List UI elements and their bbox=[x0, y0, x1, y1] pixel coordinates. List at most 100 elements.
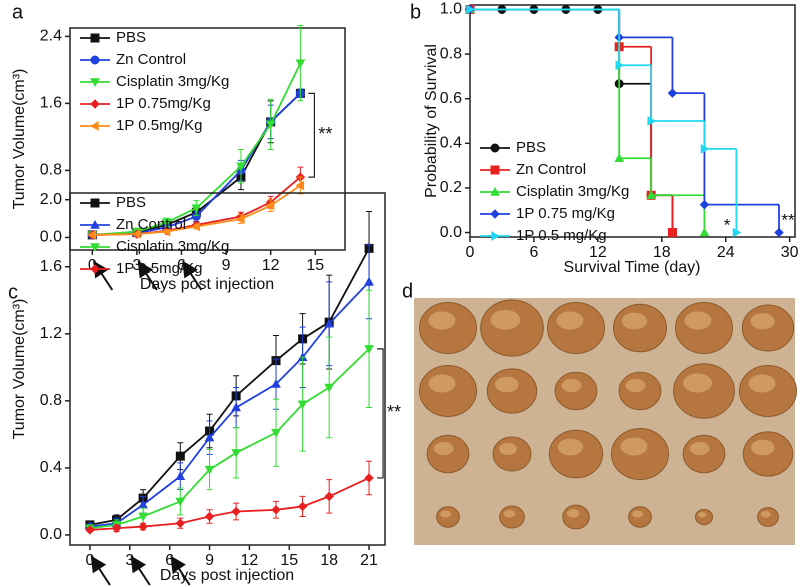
y-tick-label: 2.0 bbox=[40, 191, 62, 208]
tumor-highlight bbox=[561, 378, 582, 393]
x-axis-label: Survival Time (day) bbox=[564, 259, 701, 276]
legend-label: Cisplatin 3mg/Kg bbox=[116, 238, 229, 255]
x-tick-label: 18 bbox=[320, 552, 338, 569]
significance-label: ** bbox=[387, 402, 401, 422]
injection-arrow bbox=[170, 555, 191, 586]
tumor-highlight bbox=[748, 374, 776, 393]
significance-bracket bbox=[308, 92, 316, 178]
significance-bracket bbox=[377, 348, 384, 479]
tumor-highlight bbox=[683, 373, 712, 393]
plot-frame bbox=[469, 4, 796, 238]
y-axis-label: Probability of Survival bbox=[423, 44, 440, 198]
x-tick-label: 15 bbox=[306, 257, 324, 274]
data-point bbox=[295, 180, 305, 191]
data-point bbox=[191, 212, 201, 221]
legend-marker bbox=[491, 231, 501, 241]
tumor-highlight bbox=[760, 510, 771, 518]
significance-label: ** bbox=[781, 210, 795, 229]
injection-arrow bbox=[137, 260, 158, 291]
y-tick-label: 1.6 bbox=[40, 258, 62, 275]
data-point bbox=[614, 153, 625, 162]
legend-label: Zn Control bbox=[516, 161, 586, 178]
injection-arrow bbox=[130, 555, 151, 586]
data-point bbox=[297, 400, 308, 410]
data-point bbox=[236, 162, 246, 172]
tumor-highlight bbox=[556, 311, 584, 330]
data-point bbox=[204, 432, 215, 442]
x-tick-label: 3 bbox=[132, 257, 141, 274]
injection-arrow bbox=[182, 260, 203, 291]
y-tick-label: 0.2 bbox=[440, 179, 462, 196]
series-line bbox=[89, 247, 370, 526]
x-axis-label: Days post injection bbox=[140, 276, 274, 293]
data-point bbox=[175, 518, 186, 528]
legend-marker bbox=[490, 143, 500, 153]
data-point bbox=[175, 497, 186, 507]
x-tick-label: 3 bbox=[125, 552, 134, 569]
data-point bbox=[324, 383, 335, 393]
tumor-highlight bbox=[440, 510, 451, 518]
data-point bbox=[131, 229, 141, 239]
tumor-highlight bbox=[684, 311, 712, 330]
y-tick-label: 2.4 bbox=[40, 28, 62, 45]
tumor-highlight bbox=[566, 509, 580, 518]
x-tick-label: 30 bbox=[781, 244, 799, 261]
legend-label: PBS bbox=[516, 139, 546, 156]
panel-label: d bbox=[402, 280, 413, 302]
legend-marker bbox=[90, 264, 100, 274]
tumor-highlight bbox=[503, 509, 516, 518]
data-point bbox=[265, 120, 276, 130]
data-point bbox=[271, 379, 281, 388]
data-point bbox=[700, 144, 710, 154]
x-tick-label: 0 bbox=[88, 257, 97, 274]
data-point bbox=[364, 276, 374, 286]
tumor-highlight bbox=[495, 376, 519, 393]
series-line bbox=[89, 477, 370, 531]
tumor-highlight bbox=[689, 441, 710, 456]
significance-label: ** bbox=[318, 124, 332, 144]
data-point bbox=[667, 88, 678, 98]
data-point bbox=[324, 491, 334, 502]
x-tick-label: 24 bbox=[717, 244, 735, 261]
data-point bbox=[364, 473, 374, 483]
y-tick-label: 1.6 bbox=[40, 95, 62, 112]
legend-label: 1P 0.5 mg/Kg bbox=[516, 227, 607, 244]
injection-arrow bbox=[90, 555, 111, 586]
data-point bbox=[699, 227, 710, 237]
data-point bbox=[295, 59, 306, 69]
data-point bbox=[191, 221, 201, 232]
y-tick-label: 0.4 bbox=[40, 459, 62, 476]
y-tick-label: 0.4 bbox=[440, 135, 462, 152]
legend-marker bbox=[90, 55, 100, 65]
x-tick-label: 0 bbox=[85, 552, 94, 569]
legend-marker bbox=[90, 99, 100, 109]
y-tick-label: 0.0 bbox=[440, 224, 462, 241]
data-point bbox=[175, 471, 186, 480]
data-point bbox=[667, 228, 677, 238]
series-line bbox=[89, 348, 370, 530]
x-axis-label: Days post injection bbox=[160, 567, 294, 584]
y-tick-label: 0.8 bbox=[40, 162, 62, 179]
legend-label: 1P 0.75mg/Kg bbox=[116, 95, 211, 112]
y-axis-label: Tumor Volume(cm³) bbox=[11, 69, 28, 210]
data-point bbox=[271, 505, 281, 515]
y-tick-label: 0.0 bbox=[40, 229, 62, 246]
data-point bbox=[297, 501, 308, 512]
x-tick-label: 9 bbox=[205, 552, 214, 569]
significance-label: * bbox=[724, 215, 731, 234]
legend-label: 1P 0.5mg/Kg bbox=[116, 117, 202, 134]
data-point bbox=[271, 428, 281, 438]
plot-frame bbox=[69, 192, 386, 546]
legend-label: PBS bbox=[116, 29, 146, 46]
data-point bbox=[231, 449, 241, 458]
plot-frame bbox=[69, 27, 346, 251]
legend-label: Cisplatin 3mg/Kg bbox=[116, 73, 229, 90]
data-point bbox=[774, 227, 784, 238]
x-tick-label: 6 bbox=[165, 552, 174, 569]
x-tick-label: 0 bbox=[466, 244, 475, 261]
legend-marker bbox=[90, 243, 100, 253]
tumor-highlight bbox=[625, 378, 646, 393]
legend-marker bbox=[490, 186, 500, 196]
legend-label: Zn Control bbox=[116, 51, 186, 68]
